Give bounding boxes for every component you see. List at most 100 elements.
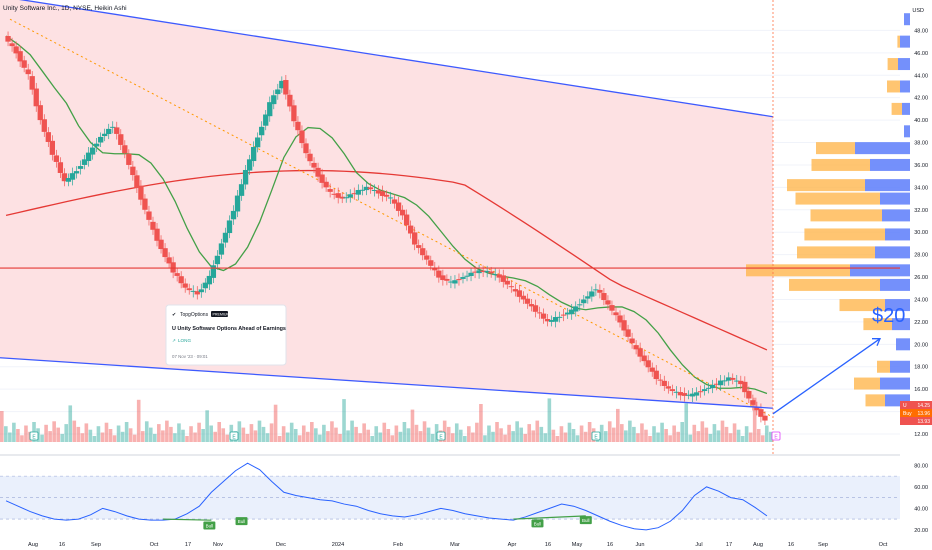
candle-body	[693, 392, 700, 396]
volume-bar	[245, 433, 250, 442]
price-tick-label: 12.00	[914, 432, 928, 438]
candle-body	[452, 280, 458, 284]
candle-body	[544, 318, 551, 322]
volume-bar	[511, 431, 515, 442]
idea-card-badge: PREMIUM	[213, 313, 230, 317]
volume-bar	[88, 429, 93, 442]
volume-profile-bar-up	[865, 394, 885, 407]
candle-body	[295, 121, 301, 131]
time-axis[interactable]: Aug 16 Sep Oct 17 Nov Dec 2024 Feb Mar Apr 16 May 16 J…	[28, 542, 888, 548]
volume-bar	[454, 423, 459, 442]
candle-body	[577, 304, 583, 306]
volume-bar	[402, 422, 407, 442]
candle-body	[722, 380, 728, 382]
volume-bar	[386, 429, 391, 442]
earnings-marker[interactable]: E	[771, 431, 781, 441]
bull-label-text: Bull	[238, 519, 246, 524]
volume-bar	[656, 432, 660, 442]
volume-bar	[24, 425, 28, 442]
candle-body	[420, 248, 426, 256]
volume-bar	[599, 424, 604, 442]
candle-body	[440, 275, 446, 281]
price-tick-label: 48.00	[914, 28, 928, 34]
candle-body	[114, 127, 120, 134]
volume-bar	[567, 422, 572, 442]
volume-bar	[660, 422, 664, 442]
candle-body	[61, 173, 68, 182]
volume-bar	[406, 428, 411, 442]
volume-bar	[205, 410, 209, 442]
forecast-line[interactable]	[772, 338, 881, 415]
volume-bar	[52, 421, 56, 442]
chart-title: Unity Software Inc., 1D, NYSE, Heikin As…	[3, 5, 127, 12]
price-tick-label: 36.00	[914, 163, 928, 169]
candle-body	[742, 381, 748, 393]
volume-bar	[563, 432, 568, 442]
price-tick-label: 40.00	[914, 118, 928, 124]
bull-label-text: Bull	[582, 518, 590, 523]
candle-body	[391, 199, 398, 204]
volume-bar	[503, 434, 507, 442]
earnings-marker[interactable]: E	[436, 431, 446, 441]
candle-body	[311, 162, 317, 168]
volume-bar	[764, 425, 769, 442]
volume-bar	[700, 421, 705, 442]
candle-body	[339, 196, 345, 199]
volume-bar	[221, 428, 226, 442]
volume-bar	[720, 420, 725, 442]
volume-profile-bar-up	[804, 228, 885, 241]
idea-card-brand[interactable]: TopgOptions	[180, 312, 209, 318]
volume-bar	[326, 431, 330, 442]
idea-card-title[interactable]: U Unity Software Options Ahead of Earnin…	[172, 326, 286, 332]
price-tick-label: 32.00	[914, 208, 928, 214]
earnings-marker[interactable]: E	[229, 431, 239, 441]
bull-label: Bull	[203, 521, 216, 530]
earnings-marker[interactable]: E	[29, 431, 39, 441]
earnings-marker-text: E	[32, 435, 36, 441]
candle-body	[653, 370, 659, 380]
volume-bar	[628, 420, 632, 442]
volume-bar	[273, 404, 278, 442]
candle-body	[750, 400, 756, 405]
candle-body	[307, 153, 313, 162]
volume-bar	[366, 429, 370, 442]
volume-bar	[148, 427, 153, 442]
forecast-arrow[interactable]	[772, 338, 881, 415]
candle-body	[552, 317, 559, 322]
rsi-axis[interactable]: 80.00 60.00 40.00 20.00	[914, 463, 928, 533]
bull-label: Bull	[579, 516, 592, 525]
price-tick-label: 34.00	[914, 185, 928, 191]
earnings-marker[interactable]: E	[591, 431, 601, 441]
candle-body	[476, 270, 482, 274]
volume-bar	[475, 422, 479, 442]
volume-profile-bar-up	[816, 142, 855, 155]
bull-label: Bull	[531, 519, 544, 528]
volume-bar	[724, 426, 729, 442]
idea-card-badge-bg	[211, 311, 228, 317]
candle-body	[528, 304, 535, 307]
candle-body	[250, 147, 257, 162]
volume-bar	[293, 429, 298, 442]
volume-bar	[0, 411, 4, 442]
candle-body	[589, 291, 595, 297]
candle-body	[673, 391, 680, 393]
price-tag-bg	[900, 409, 932, 417]
price-tag-bg	[900, 417, 932, 425]
volume-bar	[463, 436, 467, 442]
idea-card[interactable]: ✔ TopgOptions PREMIUM U Unity Software O…	[165, 304, 287, 366]
channel-upper-line[interactable]	[0, 0, 774, 118]
volume-profile-bar-down	[885, 299, 910, 312]
candle-body	[657, 379, 663, 381]
rsi-tick-label: 40.00	[914, 506, 928, 512]
volume-bar	[636, 433, 640, 442]
volume-bar	[104, 422, 109, 442]
candle-body	[633, 345, 639, 350]
volume-profile-bar-up	[811, 158, 870, 171]
price-tick-label: 28.00	[914, 253, 928, 259]
volume-bar	[495, 422, 499, 442]
volume-bar	[181, 429, 185, 442]
channel-lower-line[interactable]	[0, 357, 774, 409]
candle-body	[573, 306, 579, 312]
